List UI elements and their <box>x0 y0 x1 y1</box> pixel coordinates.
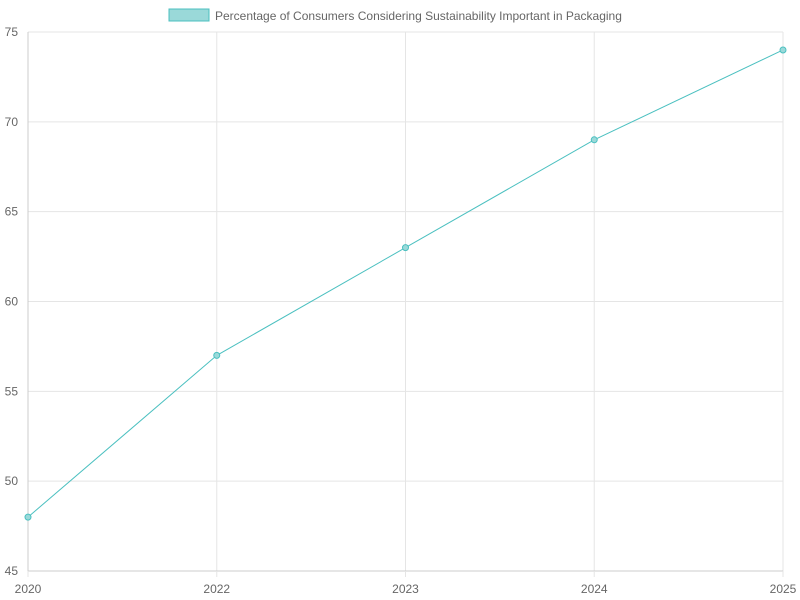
legend-label[interactable]: Percentage of Consumers Considering Sust… <box>215 9 622 23</box>
x-axis-ticks: 2020 2022 2023 2024 2025 <box>15 571 797 596</box>
series <box>24 46 787 521</box>
grid <box>27 31 784 572</box>
x-tick-label: 2024 <box>581 582 608 596</box>
y-axis-ticks: 45 50 55 60 65 70 75 <box>5 25 19 578</box>
y-tick-label: 75 <box>5 25 19 39</box>
y-tick-label: 50 <box>5 474 19 488</box>
x-tick-label: 2022 <box>203 582 230 596</box>
legend-swatch[interactable] <box>168 8 210 22</box>
x-tick-label: 2020 <box>15 582 42 596</box>
y-tick-label: 60 <box>5 295 19 309</box>
x-tick-label: 2023 <box>392 582 419 596</box>
data-point[interactable] <box>590 136 598 144</box>
y-tick-label: 70 <box>5 115 19 129</box>
legend[interactable]: Percentage of Consumers Considering Sust… <box>168 8 622 23</box>
y-tick-label: 45 <box>5 564 19 578</box>
data-point[interactable] <box>24 513 32 521</box>
data-point[interactable] <box>213 351 221 359</box>
data-point[interactable] <box>402 244 409 252</box>
y-tick-label: 55 <box>5 384 19 398</box>
y-tick-label: 65 <box>5 205 19 219</box>
x-tick-label: 2025 <box>770 582 797 596</box>
data-point[interactable] <box>779 46 787 54</box>
